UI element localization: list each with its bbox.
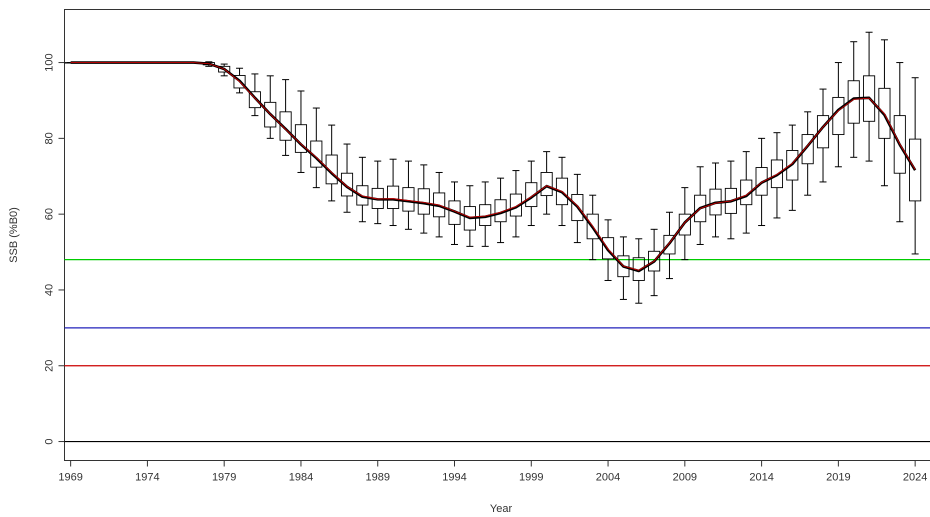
box-1991 bbox=[402, 187, 415, 212]
box-2004 bbox=[602, 237, 615, 260]
x-tick-label-1989: 1989 bbox=[365, 472, 389, 484]
box-2008 bbox=[663, 234, 676, 255]
x-tick-label-1979: 1979 bbox=[212, 472, 236, 484]
box-2001 bbox=[555, 177, 569, 206]
box-2017 bbox=[801, 134, 814, 165]
box-1979 bbox=[218, 65, 231, 73]
x-tick-label-1999: 1999 bbox=[519, 472, 543, 484]
box-2024 bbox=[909, 138, 922, 202]
box-1983 bbox=[279, 111, 292, 141]
box-2010 bbox=[694, 194, 707, 223]
box-2009 bbox=[678, 213, 691, 236]
y-tick-label-80: 80 bbox=[44, 132, 56, 144]
x-tick-label-1994: 1994 bbox=[442, 472, 466, 484]
box-2015 bbox=[770, 159, 784, 189]
box-2022 bbox=[878, 87, 891, 139]
box-1990 bbox=[387, 185, 400, 209]
x-tick-label-1974: 1974 bbox=[135, 472, 159, 484]
x-axis-label: Year bbox=[490, 503, 513, 515]
reference-lines bbox=[64, 259, 930, 443]
box-1981 bbox=[248, 91, 261, 109]
y-tick-label-100: 100 bbox=[44, 53, 56, 71]
x-tick-label-2009: 2009 bbox=[673, 472, 697, 484]
y-tick-label-20: 20 bbox=[44, 360, 56, 372]
box-2003 bbox=[586, 213, 599, 240]
box-1980 bbox=[233, 74, 246, 89]
series-lines bbox=[70, 61, 917, 273]
box-2023 bbox=[893, 115, 906, 174]
box-1982 bbox=[264, 101, 277, 128]
y-tick-label-40: 40 bbox=[44, 284, 56, 296]
box-2002 bbox=[571, 193, 584, 222]
x-tick-label-2014: 2014 bbox=[749, 472, 773, 484]
mean-line bbox=[70, 62, 916, 271]
y-axis: 0 20 40 60 80 100 bbox=[44, 53, 65, 445]
box-1988 bbox=[356, 185, 369, 206]
y-tick-label-0: 0 bbox=[44, 438, 56, 444]
x-tick-label-2024: 2024 bbox=[903, 472, 927, 484]
box-2005 bbox=[617, 255, 630, 278]
box-2018 bbox=[816, 115, 830, 149]
y-axis-label: SSB (%B0) bbox=[8, 207, 20, 263]
box-2000 bbox=[540, 172, 553, 197]
box-2007 bbox=[648, 250, 661, 272]
x-tick-label-1984: 1984 bbox=[289, 472, 313, 484]
median-line bbox=[70, 61, 917, 273]
y-tick-label-60: 60 bbox=[44, 208, 56, 220]
box-1987 bbox=[340, 172, 354, 197]
x-tick-label-2004: 2004 bbox=[596, 472, 620, 484]
box-2016 bbox=[786, 150, 799, 181]
x-tick-label-2019: 2019 bbox=[826, 472, 850, 484]
x-axis: 1969 1974 1979 1984 1989 1994 1999 2004 2009 2014… bbox=[58, 460, 927, 484]
x-tick-label-1969: 1969 bbox=[58, 472, 82, 484]
plot-frame bbox=[64, 9, 930, 461]
boxplots bbox=[64, 31, 922, 304]
